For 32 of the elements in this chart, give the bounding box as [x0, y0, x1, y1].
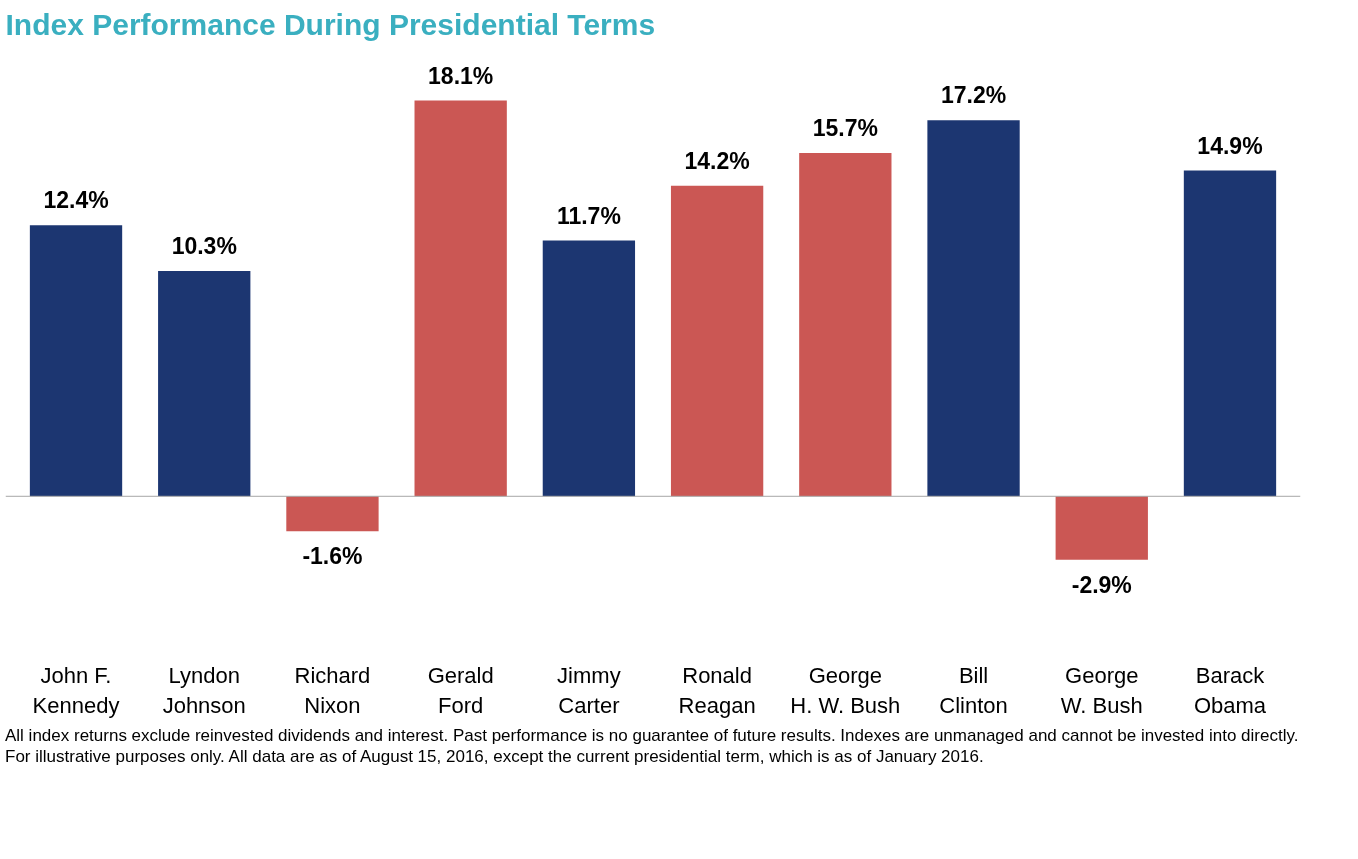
bar: [799, 153, 892, 497]
data-label: -1.6%: [302, 543, 363, 570]
data-label: 14.2%: [684, 147, 750, 174]
x-tick-label: Gerald Ford: [427, 662, 494, 718]
bar: [414, 100, 507, 497]
x-tick-label: Bill Clinton: [939, 662, 1008, 718]
data-label: 11.7%: [556, 202, 621, 229]
x-tick-label: George W. Bush: [1060, 662, 1143, 718]
x-tick-label: John F. Kennedy: [32, 662, 120, 718]
x-tick-label: George H. W. Bush: [790, 662, 901, 718]
data-label: -2.9%: [1071, 571, 1132, 598]
text: All index returns exclude reinvested dividends and interest. Past performance is no guarantee of future results. Indexes are unmanaged and cannot be invested into directly. For illustrative purposes only. All data are as of August 15, 2016, except the current presidential term, which is as of January 2016.: [5, 725, 1300, 767]
data-label: 15.7%: [812, 115, 878, 142]
data-label: 14.9%: [1197, 132, 1263, 159]
bar: [29, 225, 123, 497]
x-tick-label: Lyndon Johnson: [162, 662, 246, 718]
data-label: 18.1%: [428, 62, 494, 89]
bar: [670, 185, 764, 497]
bar: [1055, 496, 1148, 560]
x-tick-label: Richard Nixon: [294, 662, 371, 718]
bar: [286, 496, 379, 532]
x-tick-label: Ronald Reagan: [678, 662, 756, 718]
data-label: 10.3%: [171, 233, 237, 260]
bar: [542, 240, 636, 497]
data-label: 12.4%: [43, 187, 109, 214]
chart-title: Index Performance During Presidential Terms: [5, 7, 656, 41]
x-tick-label: Barack Obama: [1193, 662, 1267, 718]
x-tick-label: Jimmy Carter: [557, 662, 621, 718]
bar: [927, 120, 1020, 497]
bar: [158, 271, 251, 497]
bar: [1183, 170, 1277, 497]
data-label: 17.2%: [940, 82, 1007, 109]
